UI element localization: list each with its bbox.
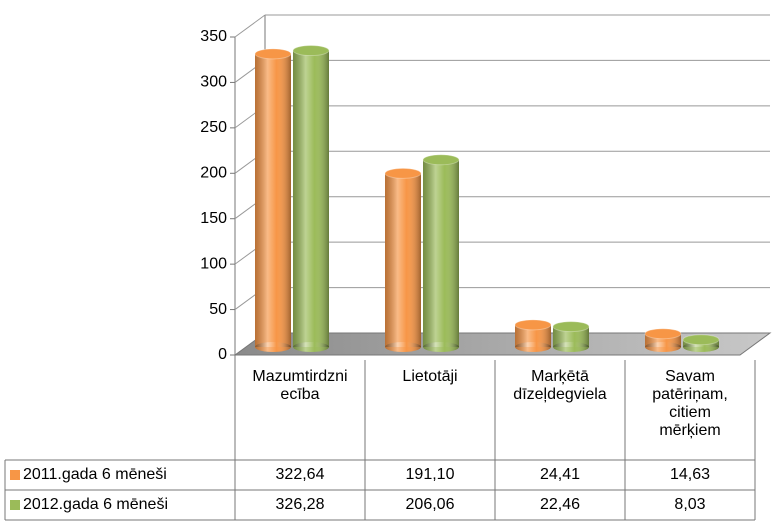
bar-top <box>292 45 330 57</box>
category-cell: Marķētā dīzeļdegviela <box>513 368 607 403</box>
bar-top <box>644 328 682 340</box>
legend-swatch <box>10 470 20 480</box>
y-tick-label: 50 <box>209 301 227 318</box>
bar-shading <box>423 159 459 347</box>
legend-label: 2012.gada 6 mēneši <box>23 496 168 513</box>
bar-top <box>422 154 460 166</box>
x-tick-label: Lietotāji <box>402 368 458 385</box>
table-value: 326,28 <box>276 496 325 513</box>
legend-swatch <box>10 500 20 510</box>
table-value: 191,10 <box>406 466 455 483</box>
legend-label: 2011.gada 6 mēneši <box>23 466 167 483</box>
table-value: 22,46 <box>540 496 580 513</box>
bar-top <box>514 319 552 331</box>
y-tick-label: 350 <box>200 28 227 45</box>
table-value: 206,06 <box>406 496 455 513</box>
bar-top <box>682 334 720 346</box>
bar-base-shade <box>515 342 551 352</box>
y-tick-label: 150 <box>200 210 227 227</box>
y-tick-label: 250 <box>200 119 227 136</box>
bar-top <box>552 321 590 333</box>
bar-base-shade <box>683 342 719 352</box>
bar-shading <box>255 53 291 347</box>
category-cell: Lietotāji <box>402 368 458 385</box>
x-tick-label: Mazumtirdzniecība <box>252 368 348 403</box>
table-value: 24,41 <box>540 466 580 483</box>
bar-shading <box>293 50 329 347</box>
bar-base-shade <box>293 342 329 352</box>
bar-base-shade <box>385 342 421 352</box>
y-tick-label: 0 <box>218 346 227 363</box>
category-cell: Savam patēriņam, citiem mērķiem <box>652 368 728 439</box>
bar-top <box>384 167 422 179</box>
bar-top <box>254 48 292 60</box>
bar-base-shade <box>423 342 459 352</box>
y-tick-label: 100 <box>200 255 227 272</box>
x-tick-label: Marķētā dīzeļdegviela <box>513 368 607 403</box>
x-tick-label: Savam patēriņam, citiem mērķiem <box>652 368 728 439</box>
category-cell: Mazumtirdzniecība <box>252 368 348 403</box>
bar-shading <box>553 326 589 347</box>
bar-shading <box>515 324 551 347</box>
y-tick-label: 300 <box>200 74 227 91</box>
bar-base-shade <box>645 342 681 352</box>
bar-base-shade <box>255 342 291 352</box>
bar-base-shade <box>553 342 589 352</box>
table-value: 14,63 <box>670 466 710 483</box>
y-tick-label: 200 <box>200 165 227 182</box>
table-value: 322,64 <box>276 466 325 483</box>
grid-line <box>234 14 266 38</box>
bar-shading <box>385 173 421 347</box>
table-value: 8,03 <box>674 496 705 513</box>
